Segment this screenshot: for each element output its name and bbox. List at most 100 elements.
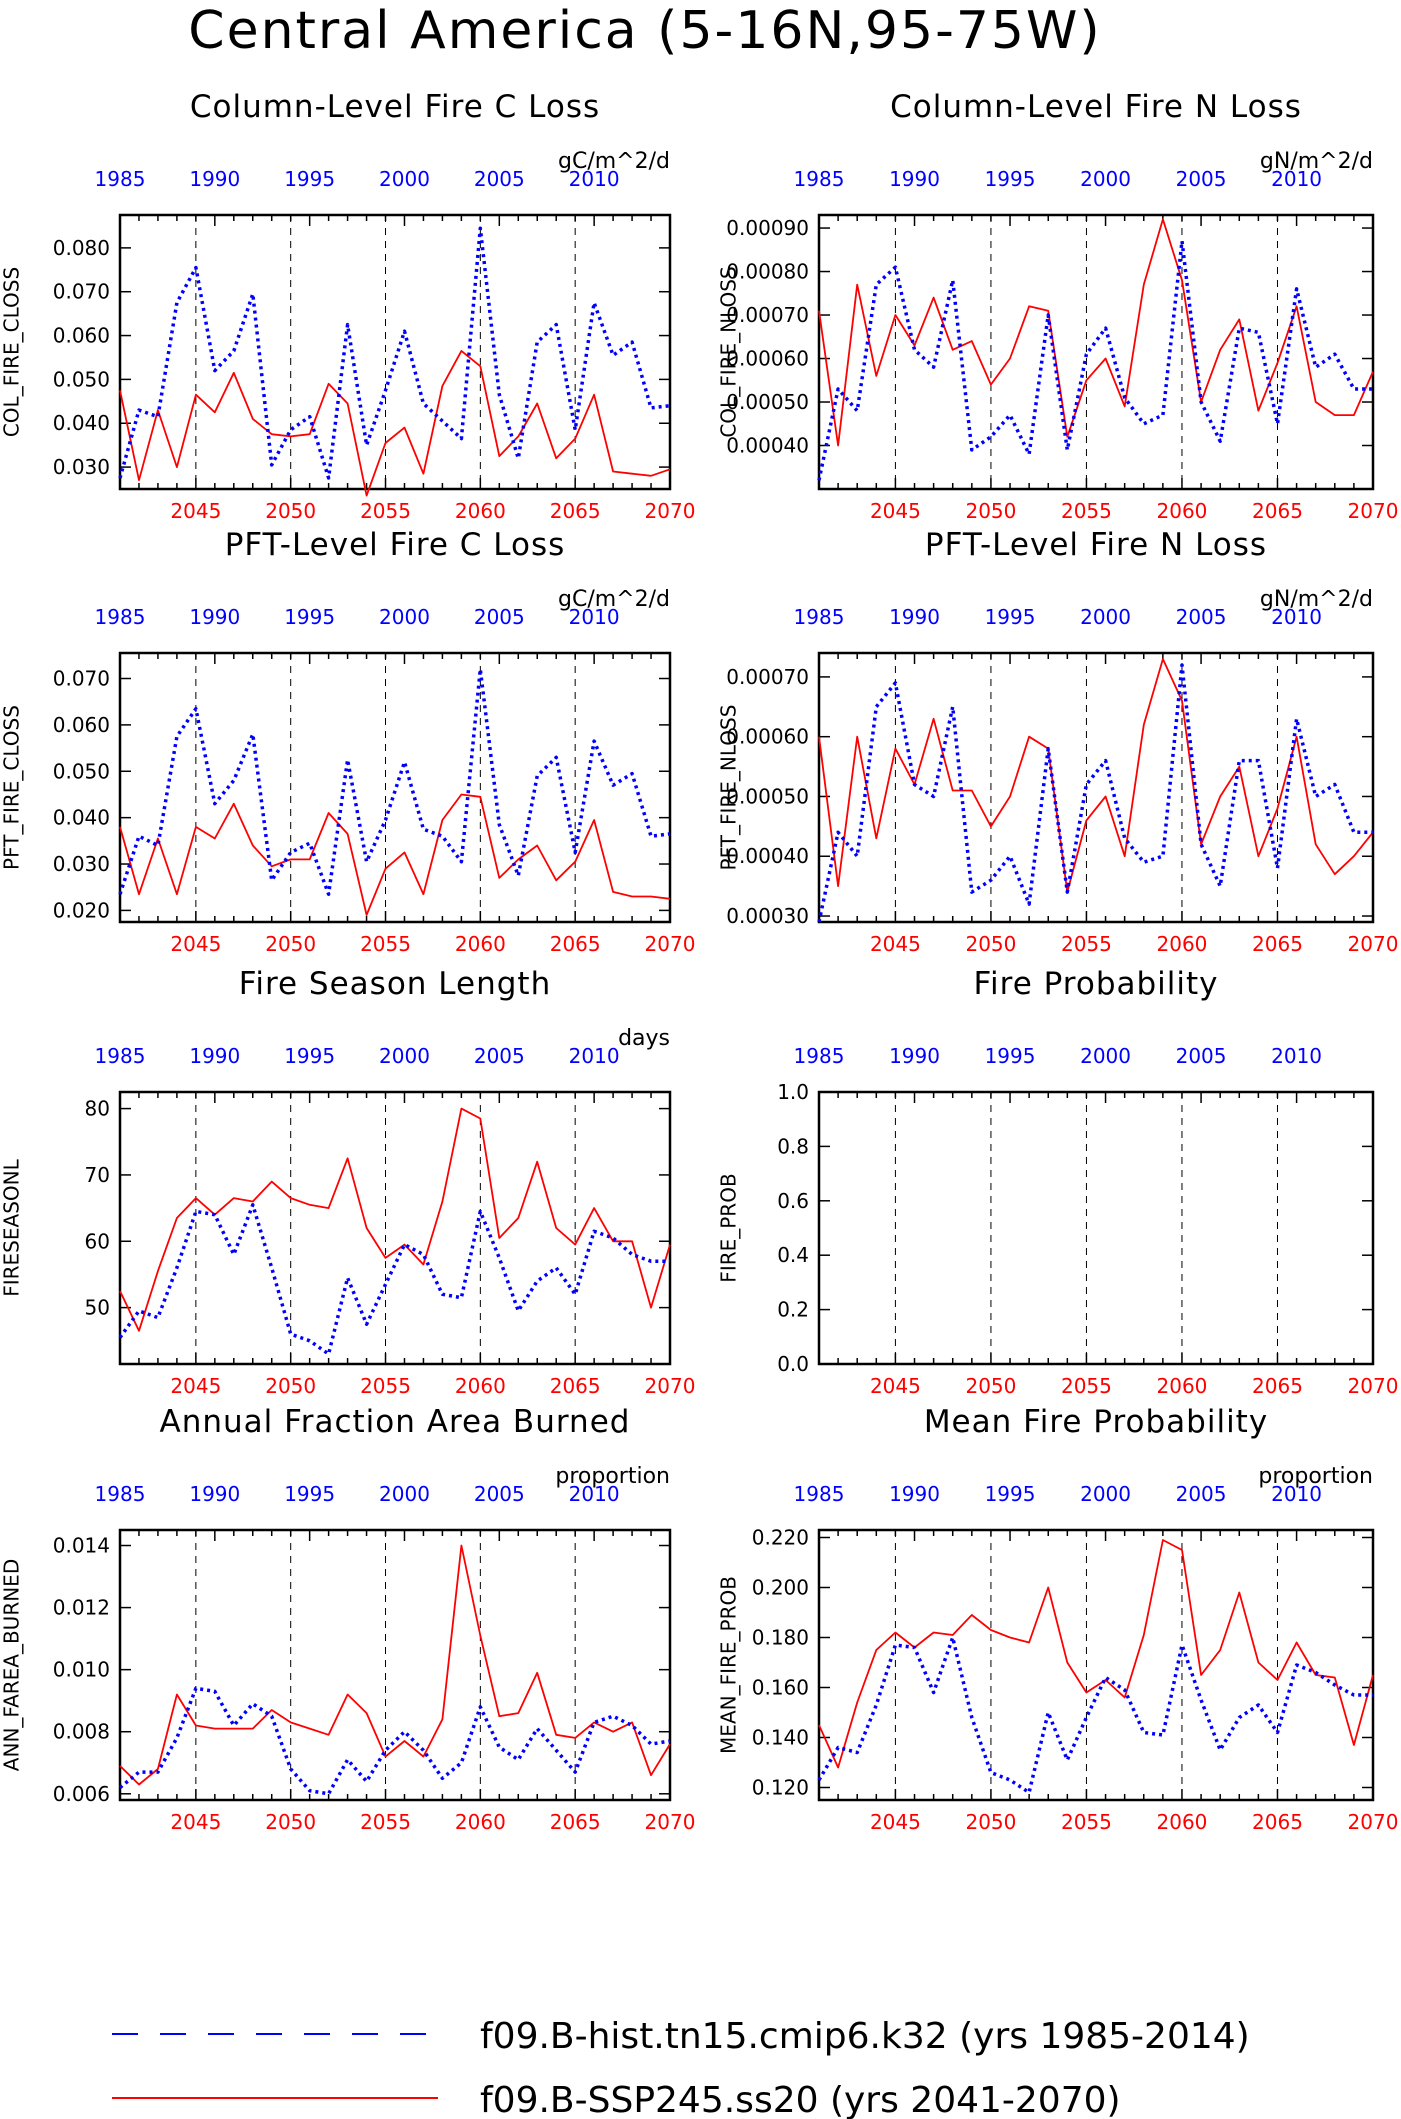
x-tick-label-top: 1990 xyxy=(189,605,240,629)
y-tick-label: 0.006 xyxy=(53,1782,110,1806)
y-tick-label: 0.00030 xyxy=(726,904,809,928)
y-tick-label: 0.00050 xyxy=(726,390,809,414)
y-axis-label: MEAN_FIRE_PROB xyxy=(717,1576,741,1754)
x-tick-label-bottom: 2060 xyxy=(455,499,506,523)
x-tick-label-top: 1995 xyxy=(985,1482,1036,1506)
plot-frame xyxy=(817,1090,1375,1366)
x-tick-label-top: 1990 xyxy=(889,167,940,191)
units-label: gN/m^2/d xyxy=(1260,587,1373,612)
x-tick-label-top: 2000 xyxy=(1080,605,1131,629)
x-tick-label-bottom: 2060 xyxy=(1157,499,1208,523)
x-tick-label-top: 2005 xyxy=(474,167,525,191)
x-tick-label-top: 1995 xyxy=(985,167,1036,191)
x-tick-label-bottom: 2070 xyxy=(1348,1374,1399,1398)
units-label: gN/m^2/d xyxy=(1260,149,1373,174)
chart-panel-6: Fire Probability 2045 2050 2055 2060 2065 2070… xyxy=(717,966,1399,1398)
y-tick-label: 0.010 xyxy=(53,1658,110,1682)
x-tick-label-top: 1995 xyxy=(284,1044,335,1068)
x-tick-label-bottom: 2060 xyxy=(455,932,506,956)
y-tick-label: 0.140 xyxy=(752,1726,809,1750)
x-tick-label-bottom: 2065 xyxy=(550,499,601,523)
x-tick-label-bottom: 2050 xyxy=(265,1810,316,1834)
x-tick-label-top: 1985 xyxy=(794,605,845,629)
plot-frame xyxy=(817,1528,1375,1802)
plot-frame xyxy=(817,651,1375,924)
series-line-hist xyxy=(817,239,1373,481)
y-tick-label: 0.00060 xyxy=(726,347,809,371)
plot-frame xyxy=(118,1090,672,1366)
x-tick-label-bottom: 2050 xyxy=(965,932,1016,956)
y-tick-label: 0.00080 xyxy=(726,260,809,284)
x-tick-label-top: 2010 xyxy=(569,1482,620,1506)
series-line-ssp245 xyxy=(119,1107,671,1332)
y-tick-label: 0.014 xyxy=(53,1534,110,1558)
x-tick-label-top: 1985 xyxy=(95,1482,146,1506)
x-tick-label-top: 1995 xyxy=(985,1044,1036,1068)
units-label: proportion xyxy=(1258,1464,1373,1489)
y-axis-label: FIRESEASONL xyxy=(0,1158,24,1296)
x-tick-label-bottom: 2055 xyxy=(360,499,411,523)
x-tick-label-top: 2005 xyxy=(1176,167,1227,191)
x-tick-label-bottom: 2050 xyxy=(265,499,316,523)
x-tick-label-top: 1985 xyxy=(95,605,146,629)
y-tick-label: 80 xyxy=(85,1097,110,1121)
chart-grid: Column-Level Fire C Loss gC/m^2/d 2045 2050… xyxy=(0,89,1398,1834)
series-line-ssp245 xyxy=(119,793,671,916)
x-tick-label-top: 2010 xyxy=(1271,167,1322,191)
x-tick-label-bottom: 2055 xyxy=(1061,1810,1112,1834)
x-tick-label-top: 1995 xyxy=(284,167,335,191)
x-tick-label-top: 1990 xyxy=(889,1044,940,1068)
y-tick-label: 0.030 xyxy=(53,455,110,479)
x-tick-label-bottom: 2065 xyxy=(550,932,601,956)
page-title: Central America (5-16N,95-75W) xyxy=(188,1,1101,61)
x-tick-label-top: 2010 xyxy=(569,605,620,629)
chart-title: Mean Fire Probability xyxy=(924,1404,1268,1440)
series-line-ssp245 xyxy=(119,349,671,497)
legend: f09.B-hist.tn15.cmip6.k32 (yrs 1985-2014… xyxy=(112,2016,1250,2119)
y-tick-label: 0.180 xyxy=(752,1626,809,1650)
x-tick-label-top: 2000 xyxy=(1080,1482,1131,1506)
y-tick-label: 0.00090 xyxy=(726,216,809,240)
x-tick-label-bottom: 2070 xyxy=(1348,1810,1399,1834)
x-tick-label-bottom: 2065 xyxy=(1252,932,1303,956)
y-tick-label: 0.220 xyxy=(752,1526,809,1550)
x-tick-label-bottom: 2045 xyxy=(170,932,221,956)
chart-title: Annual Fraction Area Burned xyxy=(160,1404,631,1440)
units-label: gC/m^2/d xyxy=(558,149,670,174)
x-tick-label-top: 2005 xyxy=(1176,605,1227,629)
x-tick-label-bottom: 2065 xyxy=(1252,1374,1303,1398)
chart-title: Fire Probability xyxy=(973,966,1218,1002)
x-tick-label-bottom: 2055 xyxy=(360,932,411,956)
x-tick-label-top: 1990 xyxy=(189,1482,240,1506)
units-label: gC/m^2/d xyxy=(558,587,670,612)
y-axis-label: ANN_FAREA_BURNED xyxy=(0,1559,24,1771)
y-tick-label: 0.6 xyxy=(777,1189,809,1213)
y-axis-label: PFT_FIRE_NLOSS xyxy=(717,705,741,871)
y-tick-label: 0.040 xyxy=(53,411,110,435)
y-axis-label: COL_FIRE_NLOSS xyxy=(717,266,741,437)
x-tick-label-top: 1985 xyxy=(794,1482,845,1506)
y-tick-label: 0.2 xyxy=(777,1298,809,1322)
y-tick-label: 0.070 xyxy=(53,667,110,691)
x-tick-label-top: 2000 xyxy=(1080,167,1131,191)
plot-frame xyxy=(118,213,672,491)
x-tick-label-top: 1995 xyxy=(985,605,1036,629)
x-tick-label-top: 2005 xyxy=(1176,1482,1227,1506)
y-tick-label: 0.060 xyxy=(53,324,110,348)
x-tick-label-bottom: 2045 xyxy=(170,1374,221,1398)
series-line-ssp245 xyxy=(818,658,1374,893)
chart-panel-5: Fire Season Length days 2045 2050 2055 2060 20… xyxy=(0,966,695,1398)
y-axis-label: FIRE_PROB xyxy=(717,1173,741,1282)
x-tick-label-top: 2005 xyxy=(474,1044,525,1068)
y-tick-label: 0.050 xyxy=(53,759,110,783)
x-tick-label-bottom: 2065 xyxy=(1252,1810,1303,1834)
y-tick-label: 0.160 xyxy=(752,1676,809,1700)
units-label: proportion xyxy=(555,1464,670,1489)
y-axis-label: COL_FIRE_CLOSS xyxy=(0,267,24,437)
x-tick-label-top: 2000 xyxy=(379,1044,430,1068)
x-tick-label-bottom: 2070 xyxy=(645,1810,696,1834)
x-tick-label-top: 2005 xyxy=(474,1482,525,1506)
x-tick-label-bottom: 2070 xyxy=(645,1374,696,1398)
series-line-ssp245 xyxy=(818,1539,1374,1769)
